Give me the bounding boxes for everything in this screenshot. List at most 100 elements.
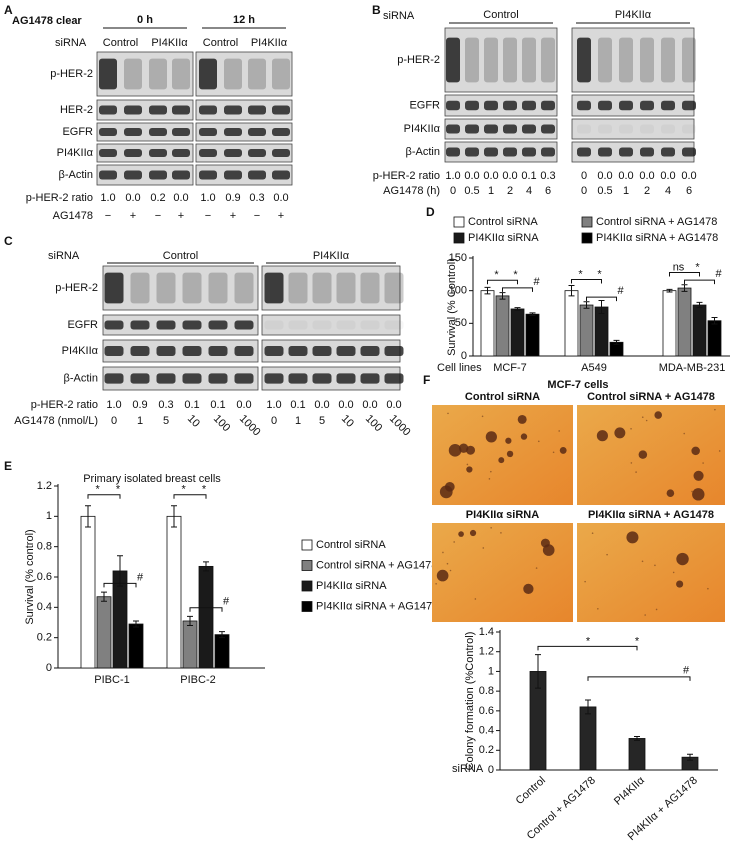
ratio-value: 0.0 [338,399,353,411]
colony [559,447,567,454]
blot-band [149,148,167,158]
blot-band [272,127,290,137]
blot-band [541,100,555,111]
blot-band [272,170,290,180]
blot-strip [571,27,695,93]
colony [485,431,497,443]
blot-band [336,272,356,304]
y-tick-label: 0.8 [479,685,494,697]
y-axis-label: Survival (% control) [24,529,36,624]
blot-band [224,148,242,158]
colony-photo [432,523,573,622]
significance-bracket [586,296,617,302]
debris [597,608,599,610]
significance-bracket [684,279,715,285]
blot-band [224,127,242,137]
x-tick-label: PIBC-2 [180,674,215,686]
x-tick-label: MCF-7 [493,362,527,374]
y-tick-label: 0 [461,350,467,362]
blot-strip [571,118,695,140]
blot-band [640,100,654,111]
blot-band [124,148,142,158]
blot-band [360,320,380,330]
blot-band [272,148,290,158]
treatment-value: 4 [526,185,532,197]
annotation: * [202,484,207,496]
treatment-value: 4 [665,185,671,197]
blot-strip [195,164,293,186]
bar [510,308,525,357]
ratio-value: 1.0 [106,399,121,411]
blot-label: β-Actin [64,372,98,384]
blot-band [172,170,190,180]
treatment-value: − [155,210,161,222]
ratio-value: 0.0 [273,192,288,204]
blot-band [446,37,460,83]
colony [666,489,675,498]
blot-band [224,105,242,115]
annotation: * [513,269,518,281]
ratio-value: 0.0 [464,170,479,182]
significance-bracket [173,494,207,499]
blot-band [541,124,555,134]
debris [714,408,716,411]
blot-band [598,37,612,83]
blot-strip [195,143,293,163]
blot-band [248,105,266,115]
blot-label: PI4KIIα [404,123,441,135]
ratio-value: 0.0 [125,192,140,204]
annotation: ns [673,261,685,273]
bar [579,706,597,771]
blot-strip [102,265,259,311]
blot-band [172,127,190,137]
treatment-value: + [130,210,136,222]
significance-bracket [669,271,700,277]
bar [564,290,579,357]
x-axis-label: Cell lines [437,362,482,374]
blot-band [484,147,498,157]
blot-strip [444,118,558,140]
blot-band [312,346,332,356]
treatment-value: 0 [581,185,587,197]
colony [448,443,462,457]
blot-band [484,100,498,111]
blot-band [360,272,380,304]
x-tick-label: PIBC-1 [94,674,129,686]
debris [466,463,469,466]
legend-label: Control siRNA + AG1478 [596,216,717,228]
debris [691,490,693,493]
colony [638,450,648,459]
error-bar [666,288,673,293]
blot-band [264,272,284,304]
legend-label: Control siRNA + AG1478 [316,559,437,571]
blot-band [522,100,536,111]
colony [614,427,626,439]
treatment-value: 1 [488,185,494,197]
treatment-value: 1000 [237,413,263,439]
blot-band [577,124,591,134]
chart-title: Primary isolated breast cells [83,473,221,485]
blot-band [619,100,633,111]
debris [453,541,455,543]
blot-band [124,58,142,90]
error-bar [499,292,506,300]
group-label: Control [103,37,138,49]
significance-bracket [587,676,691,681]
ratio-value: 1.0 [266,399,281,411]
blot-band [272,105,290,115]
treatment-value: + [230,210,236,222]
blot-strip [96,143,194,163]
ratio-value: 0.2 [150,192,165,204]
blot-band [99,148,117,158]
blot-band [264,320,284,330]
blot-band [503,37,517,83]
blot-band [360,346,380,356]
blot-band [598,100,612,111]
blot-band [199,105,217,115]
treatment-value: 6 [545,185,551,197]
blot-band [156,373,176,384]
blot-band [156,272,176,304]
legend-swatch [453,232,465,244]
legend-swatch [301,560,313,571]
